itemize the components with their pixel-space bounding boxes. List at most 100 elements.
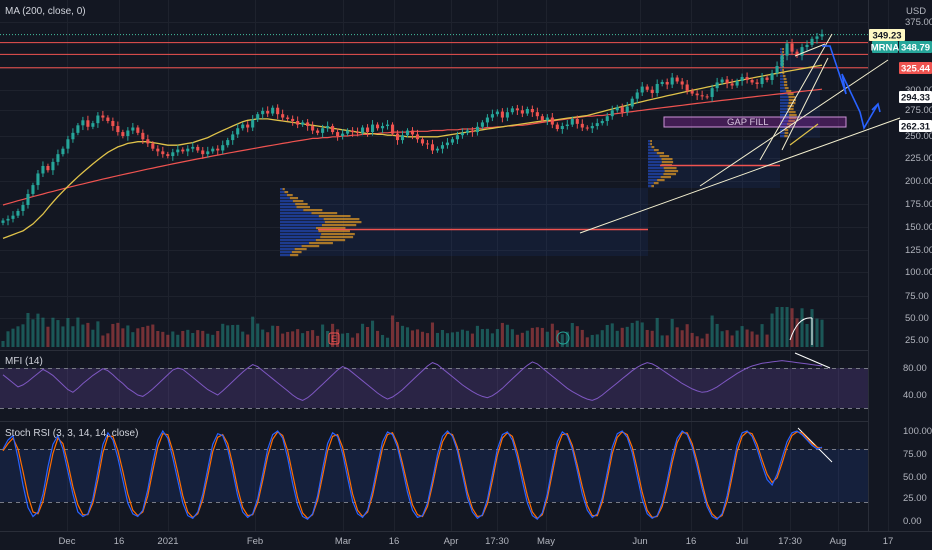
volume-profile-bar [280, 215, 319, 218]
price-tick-label: 225.00 [905, 153, 932, 164]
time-tick-label: Mar [335, 536, 351, 547]
stoch-axis[interactable]: 100.00 75.00 50.00 25.00 0.00 [903, 426, 932, 527]
volume-bar [500, 322, 504, 347]
volume-bar [256, 323, 260, 347]
volume-bar [126, 325, 130, 347]
volume-profile-bar [280, 203, 296, 206]
volume-bar [81, 324, 85, 347]
trendline-top[interactable] [794, 43, 826, 57]
candle-body [410, 130, 415, 135]
volume-bar [505, 324, 509, 347]
mfi-band [0, 368, 868, 408]
candle-body [455, 135, 459, 140]
candle-body [650, 89, 654, 94]
gap-fill-box[interactable] [663, 116, 847, 128]
volume-profile-bar [784, 84, 788, 87]
volume-bar [625, 326, 629, 347]
price-tag-label: 294.33 [901, 93, 930, 104]
volume-profile-bar [780, 99, 789, 102]
volume-bar [675, 327, 679, 347]
volume-bar [226, 325, 230, 347]
volume-bar [480, 329, 484, 347]
candle-body [306, 122, 310, 127]
ma-indicator-label[interactable]: MA (200, close, 0) [5, 6, 86, 17]
trendline-yellow[interactable] [789, 123, 819, 146]
volume-profile-bar [787, 93, 794, 96]
projection-path[interactable] [822, 45, 879, 131]
volume-bar [485, 328, 489, 347]
earnings-marker-icon[interactable] [328, 332, 340, 345]
volume-profile-bar [784, 132, 789, 135]
volume-bar [201, 330, 205, 347]
candle-body [121, 132, 125, 137]
time-tick-label: 2021 [157, 536, 178, 547]
volume-profile-bar [664, 170, 679, 173]
candle-body [730, 83, 734, 86]
trendline-steep-2[interactable] [781, 57, 829, 151]
candle-body [535, 112, 539, 117]
price-tick-label: 150.00 [905, 222, 932, 233]
volume-bar [600, 330, 604, 347]
volume-profile-bar [280, 236, 321, 239]
time-axis[interactable]: Dec 16 2021 Feb Mar 16 Apr 17:30 May Jun 16 Jul 17:3… [59, 536, 894, 547]
stoch-indicator-label[interactable]: Stoch RSI (3, 3, 14, 14, close) [5, 428, 138, 439]
time-tick-label: Feb [247, 536, 263, 547]
candle-body [765, 77, 769, 80]
volume-arc-annotation[interactable] [789, 317, 813, 341]
candle-body [86, 120, 90, 127]
volume-profile-bar [780, 102, 789, 105]
volume-profile-bar [316, 227, 346, 230]
volume-bar [156, 331, 160, 347]
mfi-axis[interactable]: 80.00 40.00 [903, 363, 927, 401]
price-tag [869, 29, 905, 41]
volume-bar [515, 334, 519, 347]
candle-body [485, 117, 489, 123]
volume-bar [336, 329, 340, 347]
volume-profile-bar [280, 206, 297, 209]
event-marker-icon[interactable] [556, 331, 570, 345]
volume-profile-bar [789, 117, 797, 120]
volume-profile-bar [294, 248, 307, 251]
volume-profile-bar [657, 179, 665, 182]
volume-bar [375, 330, 380, 347]
candle-body [670, 77, 674, 85]
volume-profile-bar [788, 99, 797, 102]
trendline-mid[interactable] [699, 59, 889, 187]
volume-bar [231, 325, 235, 347]
volume-bar [296, 329, 300, 347]
earnings-marker-glyph: E [331, 334, 337, 344]
volume-profile-bar [780, 48, 783, 51]
candle-body [251, 119, 255, 128]
volume-bar [246, 334, 250, 347]
volume-bar [176, 334, 180, 347]
volume-bar [166, 334, 170, 347]
volume-bar [395, 321, 400, 347]
volume-profile-bar [782, 69, 784, 72]
candle-body [785, 43, 789, 56]
volume-profile-bar [663, 167, 677, 170]
volume-bar [465, 330, 469, 347]
volume-profile-bar [780, 132, 785, 135]
candle-body [550, 117, 554, 125]
candle-body [311, 126, 315, 131]
volume-bar [171, 331, 175, 347]
volume-bar [755, 334, 759, 347]
trendline-long[interactable] [579, 117, 901, 234]
candle-body [475, 126, 479, 133]
volume-profile-bar [648, 149, 654, 152]
projection-arrowhead [871, 102, 881, 113]
volume-profile-bar [648, 179, 658, 182]
volume-profile-bar [780, 84, 785, 87]
price-tick-label: 200.00 [905, 176, 932, 187]
volume-bar [36, 313, 40, 347]
mfi-indicator-label[interactable]: MFI (14) [5, 356, 43, 367]
trendline-mfi[interactable] [794, 352, 831, 369]
trendline-steep[interactable] [759, 33, 833, 161]
volume-bar [346, 332, 350, 347]
candle-body [106, 117, 110, 122]
volume-bar [690, 332, 694, 347]
trendlines[interactable] [579, 33, 901, 463]
volume-bar [61, 326, 65, 347]
trendline-stoch[interactable] [797, 427, 833, 463]
